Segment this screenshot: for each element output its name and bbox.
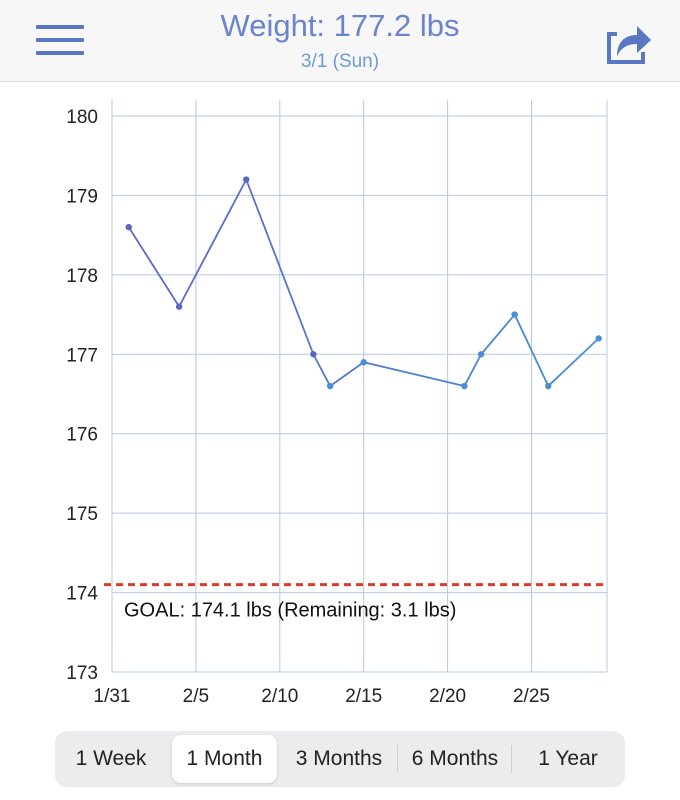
y-tick-label: 173	[66, 663, 98, 684]
x-tick-label: 2/5	[183, 686, 209, 707]
x-tick-label: 2/25	[513, 686, 550, 707]
range-6-months[interactable]: 6 Months	[411, 747, 499, 770]
x-tick-label: 2/10	[261, 686, 298, 707]
header-bar: Weight: 177.2 lbs 3/1 (Sun)	[0, 0, 680, 82]
range-selector: 1 Week 1 Month 3 Months 6 Months 1 Year	[55, 731, 625, 787]
date-subtitle: 3/1 (Sun)	[300, 51, 380, 72]
y-tick-label: 180	[66, 107, 98, 128]
hamburger-menu-icon[interactable]	[36, 25, 86, 59]
weight-point	[461, 382, 468, 390]
weight-point	[125, 224, 132, 231]
x-tick-label: 1/31	[94, 686, 131, 707]
y-tick-label: 178	[66, 266, 98, 287]
x-tick-label: 2/20	[429, 686, 466, 707]
x-tick-label: 2/15	[345, 686, 382, 707]
range-1-week[interactable]: 1 Week	[75, 747, 147, 770]
weight-point	[360, 359, 367, 366]
y-tick-label: 176	[66, 425, 98, 446]
share-icon[interactable]	[603, 20, 653, 66]
weight-point	[511, 311, 518, 318]
divider	[511, 745, 512, 773]
range-3-months[interactable]: 3 Months	[295, 747, 383, 770]
goal-label: GOAL: 174.1 lbs (Remaining: 3.1 lbs)	[124, 600, 456, 622]
weight-point	[243, 176, 250, 183]
weight-point	[595, 335, 602, 342]
weight-point	[477, 351, 485, 358]
y-tick-label: 175	[66, 504, 98, 525]
weight-point	[310, 351, 317, 358]
page-title: Weight: 177.2 lbs	[220, 8, 460, 43]
divider	[397, 745, 398, 773]
y-tick-label: 177	[66, 345, 98, 366]
range-1-year[interactable]: 1 Year	[538, 747, 598, 770]
weight-point	[545, 382, 552, 390]
range-1-month[interactable]: 1 Month	[172, 735, 277, 783]
weight-point	[326, 382, 334, 390]
y-tick-label: 174	[66, 584, 98, 605]
weight-chart: 173 174 175 176 177 178 179 180 1/31 2/5 2/10 2/15…	[66, 100, 608, 707]
y-tick-label: 179	[66, 186, 98, 207]
weight-point	[175, 303, 183, 310]
